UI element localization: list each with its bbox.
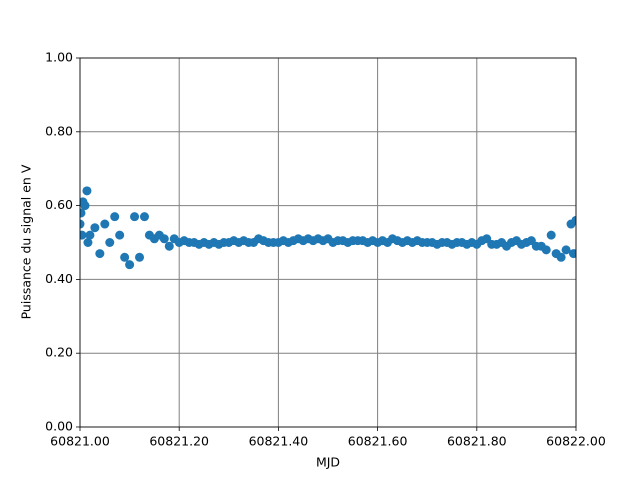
- x-tick-label: 60821.40: [249, 434, 309, 449]
- point: [100, 219, 110, 229]
- point: [80, 219, 85, 229]
- point: [561, 245, 571, 255]
- point: [90, 223, 100, 233]
- point: [110, 212, 120, 222]
- x-tick-label: 60821.20: [149, 434, 209, 449]
- y-tick-label: 0.40: [45, 271, 73, 286]
- point: [164, 241, 174, 251]
- point: [571, 215, 576, 225]
- x-axis-label: MJD: [316, 455, 340, 470]
- y-tick-label: 1.00: [45, 50, 73, 65]
- point: [80, 201, 90, 211]
- point: [80, 230, 87, 240]
- point: [82, 186, 92, 196]
- point: [125, 260, 135, 270]
- point: [85, 230, 95, 240]
- point: [135, 252, 145, 262]
- point: [569, 249, 576, 259]
- point: [95, 249, 105, 259]
- point: [115, 230, 125, 240]
- x-tick-label: 60821.80: [447, 434, 507, 449]
- x-tick-label: 60822.00: [546, 434, 606, 449]
- point: [120, 252, 130, 262]
- point: [130, 212, 140, 222]
- point: [541, 245, 551, 255]
- point: [80, 208, 86, 218]
- point: [105, 238, 115, 247]
- x-tick-label: 60821.60: [348, 434, 408, 449]
- x-tick-label: 60821.00: [50, 434, 110, 449]
- y-tick-label: 0.80: [45, 123, 73, 138]
- y-tick-label: 0.00: [45, 419, 73, 434]
- point: [159, 234, 169, 244]
- plot-frame: [79, 57, 577, 428]
- point: [546, 230, 556, 240]
- y-tick-label: 0.20: [45, 345, 73, 360]
- points: [80, 186, 576, 270]
- point: [139, 212, 149, 222]
- point: [83, 238, 93, 247]
- y-axis-label: Puissance du signal en V: [19, 164, 34, 319]
- point: [556, 252, 566, 262]
- y-tick-label: 0.60: [45, 197, 73, 212]
